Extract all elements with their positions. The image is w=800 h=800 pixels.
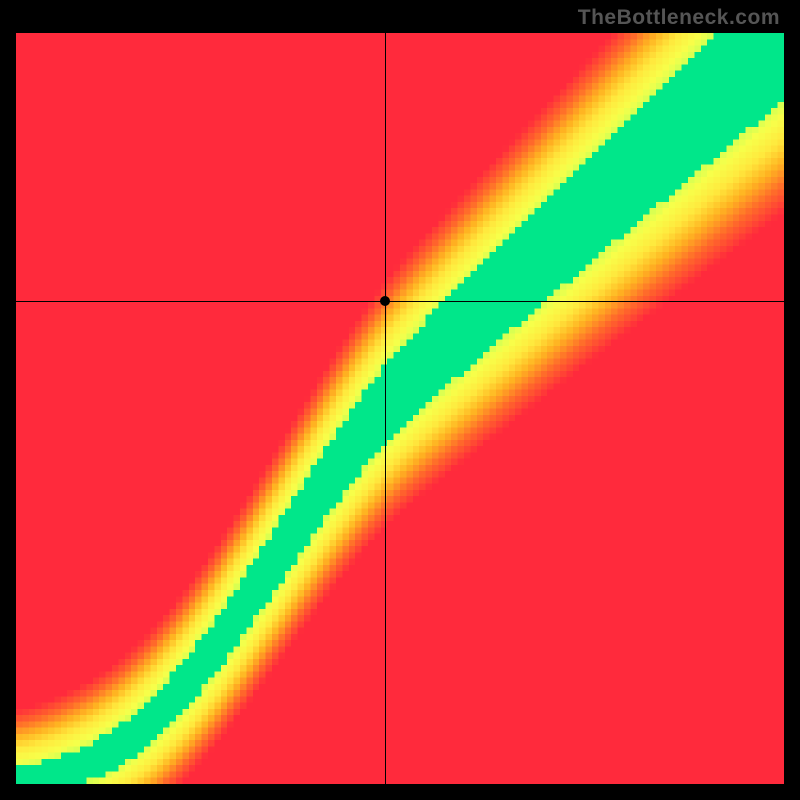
- crosshair-horizontal: [16, 301, 784, 302]
- plot-area: [16, 33, 784, 784]
- heatmap-canvas: [16, 33, 784, 784]
- watermark-text: TheBottleneck.com: [578, 6, 780, 30]
- crosshair-vertical: [385, 33, 386, 784]
